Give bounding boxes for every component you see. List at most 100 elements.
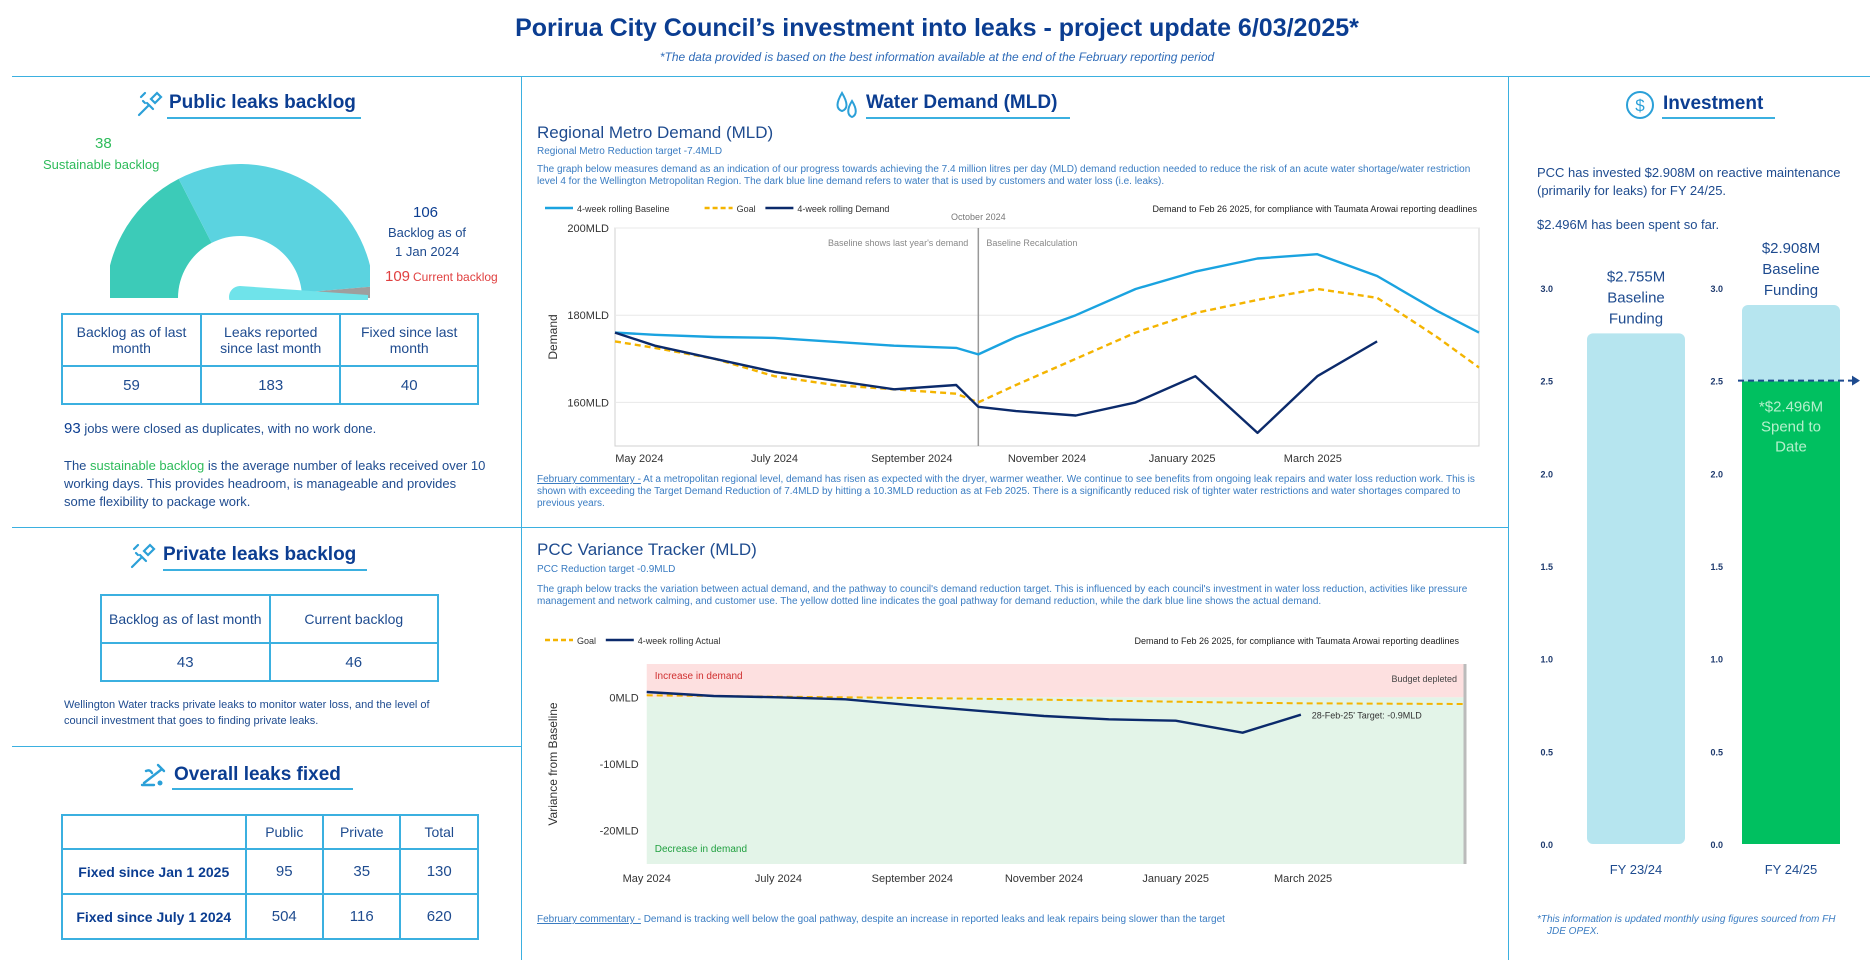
investment-underline [1662, 117, 1775, 119]
y-axis-label: Variance from Baseline [546, 702, 560, 825]
private-td-current: 46 [268, 642, 439, 682]
x-tick-label: July 2024 [755, 873, 802, 885]
x-tick-label: May 2024 [623, 873, 671, 885]
budget-line-arrow [1852, 375, 1860, 386]
overall-row-jan-label: Fixed since Jan 1 2025 [61, 848, 247, 895]
bar-series-label: Baseline [1607, 289, 1665, 306]
y-tick-label: 1.5 [1540, 562, 1553, 572]
legend-label: 4-week rolling Demand [797, 204, 889, 214]
pipe-repair-icon [137, 91, 163, 117]
private-backlog-underline [163, 569, 367, 571]
note-prefix: The [64, 458, 87, 473]
investment-footnote-1: *This information is updated monthly usi… [1537, 914, 1836, 925]
x-tick-label: November 2024 [1008, 453, 1086, 465]
bar-value-label: $2.908M [1762, 240, 1820, 257]
regional-demand-description: The graph below measures demand as an in… [537, 164, 1471, 187]
category-label: FY 24/25 [1765, 862, 1818, 877]
investment-text-2: $2.496M has been spent so far. [1537, 217, 1720, 232]
current-backlog-value: 109 [385, 268, 411, 285]
investment-footnote: *This information is updated monthly usi… [1537, 914, 1867, 938]
water-demand-underline [866, 117, 1070, 119]
decrease-band-label: Decrease in demand [655, 844, 747, 855]
overall-row-july-label: Fixed since July 1 2024 [61, 893, 247, 940]
jan-backlog-label-2: 1 Jan 2024 [395, 244, 460, 259]
variance-commentary-text: Demand is tracking well below the goal p… [643, 914, 1225, 925]
legend-label: Goal [577, 636, 596, 646]
private-td-last-month: 43 [100, 642, 271, 682]
y-tick-label: 1.0 [1710, 655, 1723, 665]
public-td-fixed: 40 [339, 365, 479, 405]
budget-depleted-label: Budget depleted [1391, 674, 1457, 684]
svg-text:$: $ [1635, 96, 1645, 115]
note-highlight: sustainable backlog [90, 458, 205, 473]
spend-series-label: Spend to [1761, 418, 1821, 435]
investment-chart: 0.0 0.5 1.0 1.5 2.0 2.5 3.0 0.0 0.5 1.0 1.5 2.0 2.5 3… [1540, 240, 1860, 877]
water-tap-icon [140, 763, 166, 787]
legend-label: Goal [737, 204, 756, 214]
legend-label: 4-week rolling Baseline [577, 204, 670, 214]
y-tick-label: 3.0 [1710, 284, 1723, 294]
x-tick-label: March 2025 [1284, 453, 1342, 465]
y-tick-label: 1.0 [1540, 655, 1553, 665]
bar-series-label: Funding [1764, 282, 1818, 299]
y-tick-label: -20MLD [600, 826, 639, 838]
x-tick-label: July 2024 [751, 453, 798, 465]
overall-row-jan-private: 35 [321, 848, 402, 895]
private-backlog-table: Backlog as of last month Current backlog… [100, 594, 439, 682]
y-tick-label: 0.5 [1540, 747, 1553, 757]
series-line [614, 331, 1378, 435]
spend-series-label: Date [1775, 438, 1807, 455]
y-tick-label: 0.5 [1710, 747, 1723, 757]
left-divider-2 [12, 746, 521, 747]
private-th-current: Current backlog [268, 594, 439, 644]
regional-demand-chart: 160MLD 180MLD 200MLD May 2024 July 2024 Septe… [545, 204, 1480, 465]
variance-subtitle: PCC Reduction target -0.9MLD [537, 564, 676, 575]
public-backlog-table: Backlog as of last month Leaks reported … [60, 313, 479, 405]
investment-text-1: PCC has invested $2.908M on reactive mai… [1537, 165, 1841, 198]
backlog-gauge [110, 164, 370, 300]
y-tick-label: 160MLD [567, 397, 609, 409]
water-demand-title: Water Demand (MLD) [866, 92, 1058, 113]
header-divider [12, 76, 1870, 77]
x-tick-label: November 2024 [1005, 873, 1083, 885]
overall-row-jan-total: 130 [399, 848, 479, 895]
middle-divider [521, 527, 1508, 528]
investment-footnote-2: JDE OPEX. [1547, 926, 1600, 937]
public-th-last-month: Backlog as of last month [60, 313, 203, 367]
regional-commentary-text: At a metropolitan regional level, demand… [537, 474, 1475, 509]
x-tick-label: September 2024 [872, 873, 953, 885]
duplicates-note: 93 jobs were closed as duplicates, with … [64, 420, 504, 438]
overall-table: Public Private Total Fixed since Jan 1 2… [61, 814, 479, 940]
y-tick-label: 0.0 [1710, 840, 1723, 850]
column-divider-right [1508, 76, 1509, 960]
overall-title: Overall leaks fixed [174, 764, 341, 785]
pipe-repair-icon [130, 543, 156, 569]
public-td-reported: 183 [200, 365, 342, 405]
series-line [646, 690, 1302, 734]
jan-backlog-value: 106 [413, 204, 439, 221]
series-line [614, 253, 1480, 356]
chart-title: Demand to Feb 26 2025, for compliance wi… [1134, 636, 1459, 646]
overall-th-total: Total [399, 814, 479, 850]
x-tick-label: May 2024 [615, 453, 663, 465]
increase-band [646, 664, 1465, 698]
sustainable-backlog-label: Sustainable backlog [43, 157, 160, 172]
y-tick-label: 1.5 [1710, 562, 1723, 572]
private-backlog-note: Wellington Water tracks private leaks to… [64, 699, 430, 727]
y-tick-label: 2.0 [1710, 469, 1723, 479]
y-tick-label: 200MLD [567, 223, 609, 235]
bar-value-label: $2.755M [1607, 268, 1665, 285]
overall-th-public: Public [244, 814, 325, 850]
page-subtitle: *The data provided is based on the best … [659, 50, 1215, 64]
y-tick-label: 3.0 [1540, 284, 1553, 294]
x-tick-label: September 2024 [871, 453, 952, 465]
variance-commentary: February commentary - Demand is tracking… [537, 914, 1487, 926]
private-backlog-title: Private leaks backlog [163, 544, 357, 565]
x-tick-label: March 2025 [1274, 873, 1332, 885]
duplicates-text: jobs were closed as duplicates, with no … [84, 421, 377, 436]
water-drops-icon [836, 91, 857, 119]
baseline-note-left: Baseline shows last year's demand [828, 238, 968, 248]
overall-th-private: Private [321, 814, 402, 850]
overall-row-jan-public: 95 [244, 848, 325, 895]
investment-title: Investment [1663, 93, 1764, 114]
